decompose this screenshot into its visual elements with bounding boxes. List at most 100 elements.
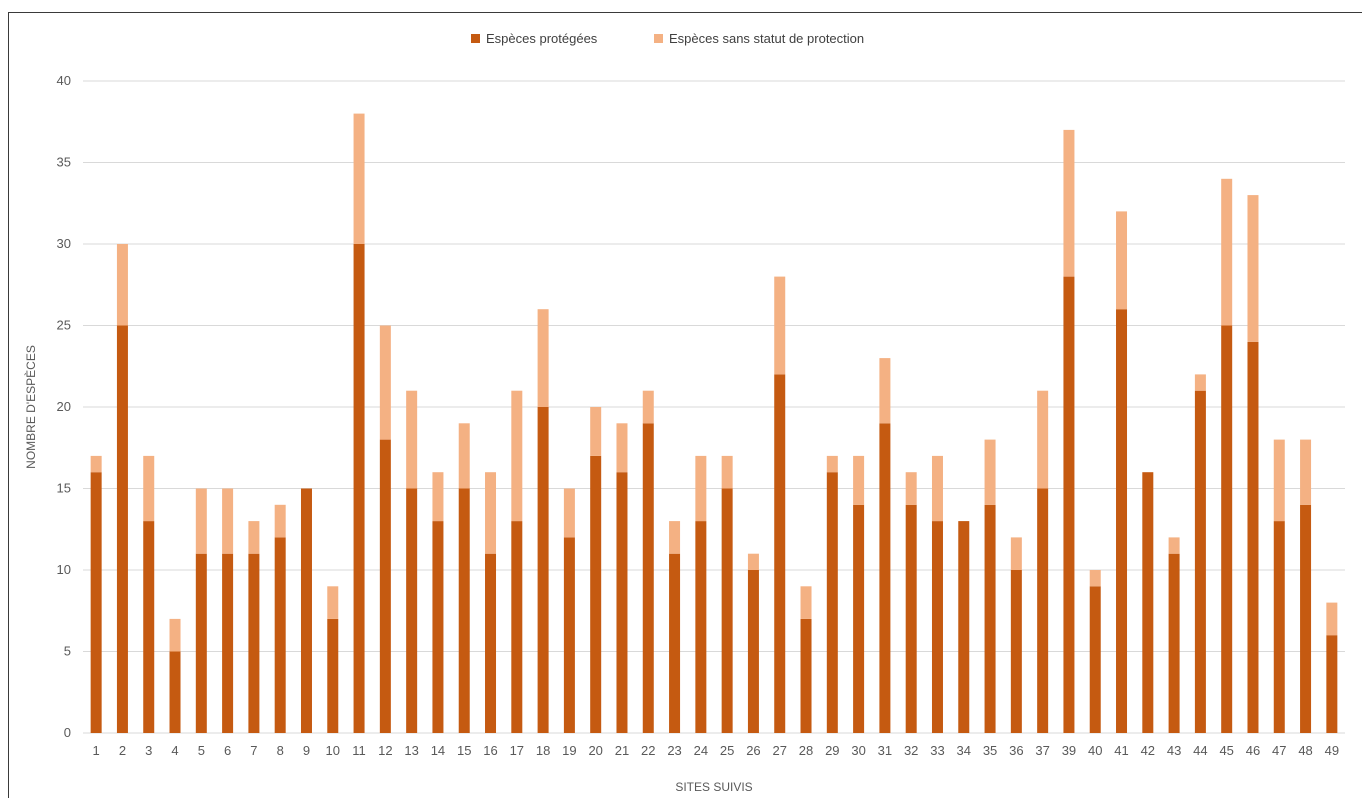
bar-unprotected-segment [826,455,838,473]
bar-unprotected-segment [1063,129,1075,277]
x-tick-label: 20 [588,743,602,758]
x-tick-label: 13 [404,743,418,758]
bar-protected-segment [1089,586,1101,733]
bar-protected-segment [143,521,155,733]
bar-unprotected-segment [1300,439,1312,505]
bar-protected-segment [616,472,628,733]
bar-protected-segment [1116,309,1128,733]
y-axis: 0 5 10 15 20 25 30 35 40 [57,73,71,740]
bar-protected-segment [116,325,128,733]
x-tick-label: 1 [93,743,100,758]
bar-protected-segment [432,521,444,733]
bar-protected-segment [1194,390,1206,733]
y-tick-label: 20 [57,399,71,414]
x-tick-label: 48 [1298,743,1312,758]
bar-protected-segment [774,374,786,733]
x-tick-label: 23 [667,743,681,758]
bar-unprotected-segment [1116,211,1128,310]
bar-unprotected-segment [169,618,181,652]
bar-protected-segment [1037,488,1049,733]
bar-protected-segment [721,488,733,733]
bar-unprotected-segment [747,553,759,570]
bar-unprotected-segment [1326,602,1338,636]
bar-unprotected-segment [379,325,391,440]
gridlines [83,80,1345,734]
x-tick-label: 14 [431,743,445,758]
x-tick-label: 12 [378,743,392,758]
y-tick-label: 0 [64,725,71,740]
bar-unprotected-segment [1273,439,1285,522]
x-tick-label: 19 [562,743,576,758]
bar-protected-segment [327,618,339,733]
bar-protected-segment [537,407,549,733]
bar-unprotected-segment [327,586,339,619]
bar-unprotected-segment [695,455,707,522]
x-tick-label: 29 [825,743,839,758]
bar-unprotected-segment [353,113,365,244]
bar-protected-segment [563,537,575,733]
x-tick-label: 45 [1219,743,1233,758]
bar-protected-segment [406,488,418,733]
y-tick-label: 15 [57,481,71,496]
bar-unprotected-segment [222,488,234,554]
x-tick-label: 37 [1035,743,1049,758]
x-tick-label: 11 [352,743,366,758]
y-tick-label: 30 [57,236,71,251]
bar-unprotected-segment [1168,537,1180,554]
x-tick-label: 27 [772,743,786,758]
bar-protected-segment [458,488,470,733]
bar-unprotected-segment [116,244,128,326]
bar-protected-segment [274,537,286,733]
bar-unprotected-segment [774,276,786,375]
x-tick-label: 40 [1088,743,1102,758]
bar-protected-segment [642,423,654,733]
y-tick-label: 25 [57,318,71,333]
x-tick-label: 25 [720,743,734,758]
bar-unprotected-segment [905,472,917,505]
bar-unprotected-segment [248,521,260,554]
x-tick-label: 4 [171,743,178,758]
x-tick-label: 41 [1114,743,1128,758]
x-tick-label: 21 [615,743,629,758]
bar-unprotected-segment [563,488,575,538]
bar-unprotected-segment [1010,537,1022,570]
bar-protected-segment [669,553,681,733]
x-tick-label: 31 [878,743,892,758]
x-tick-label: 8 [277,743,284,758]
bar-unprotected-segment [853,455,865,505]
bar-unprotected-segment [432,472,444,522]
x-tick-label: 36 [1009,743,1023,758]
bar-unprotected-segment [1037,390,1049,489]
bar-protected-segment [195,553,207,733]
bar-protected-segment [1010,570,1022,733]
x-tick-label: 47 [1272,743,1286,758]
bar-protected-segment [1326,635,1338,733]
x-tick-label: 15 [457,743,471,758]
x-tick-label: 30 [851,743,865,758]
x-tick-label: 24 [694,743,708,758]
y-axis-title: NOMBRE D'ESPÈCES [23,345,38,469]
x-tick-label: 17 [510,743,524,758]
legend: Espèces protégées Espèces sans statut de … [471,31,864,46]
y-tick-label: 5 [64,644,71,659]
bar-unprotected-segment [642,390,654,424]
bar-protected-segment [1168,553,1180,733]
y-tick-label: 35 [57,155,71,170]
bar-protected-segment [169,651,181,733]
bar-unprotected-segment [485,472,497,554]
x-tick-label: 34 [957,743,971,758]
x-tick-label: 46 [1246,743,1260,758]
x-tick-label: 39 [1062,743,1076,758]
y-tick-label: 40 [57,73,71,88]
x-tick-label: 32 [904,743,918,758]
bar-unprotected-segment [406,390,418,489]
legend-swatch-unprotected [654,34,663,43]
bar-unprotected-segment [511,390,523,522]
bar-protected-segment [1247,341,1259,733]
bar-unprotected-segment [800,586,812,619]
bar-protected-segment [1273,521,1285,733]
x-tick-label: 10 [326,743,340,758]
x-tick-label: 18 [536,743,550,758]
legend-label-unprotected: Espèces sans statut de protection [669,31,864,46]
y-tick-label: 10 [57,562,71,577]
